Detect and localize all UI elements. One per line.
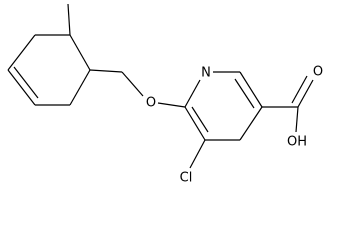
atom-label: O — [313, 65, 323, 80]
structure: N O Cl O OH — [7, 3, 323, 186]
atom-label: OH — [287, 135, 307, 150]
bonds — [7, 3, 314, 169]
atom-label: Cl — [180, 171, 193, 186]
atom-label: N — [201, 66, 211, 81]
atom-label: O — [146, 96, 156, 111]
